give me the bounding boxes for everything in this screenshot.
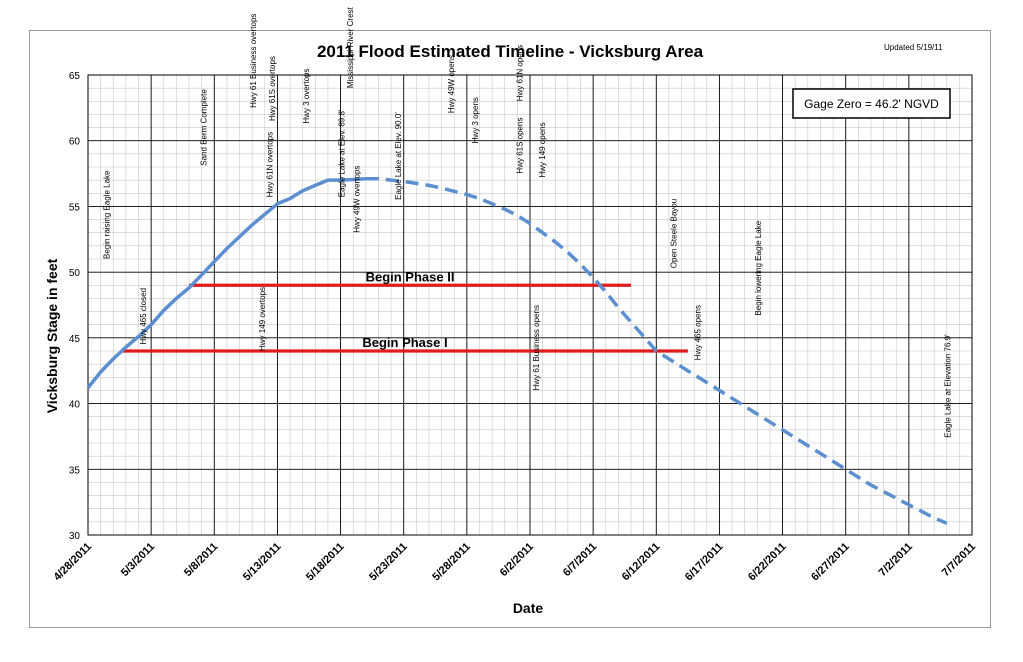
x-axis-label: Date	[513, 600, 544, 616]
event-annotation: Eagle Lake at Elev. 89.8'	[337, 109, 346, 197]
x-tick-labels: 4/28/2011 5/3/2011 5/8/2011 5/13/2011 5/18/2…	[51, 541, 978, 584]
x-tick-label: 5/28/2011	[430, 541, 473, 584]
x-tick-label: 6/22/2011	[746, 541, 789, 584]
y-tick-label: 30	[69, 531, 81, 542]
event-annotation: Hwy 61S opens	[515, 118, 524, 174]
event-annotation: Hwy 465 opens	[693, 305, 702, 360]
y-tick-label: 55	[69, 202, 81, 213]
y-tick-label: 50	[69, 268, 81, 279]
x-tick-label: 5/3/2011	[119, 541, 157, 579]
phase-label: Begin Phase I	[362, 335, 447, 350]
event-annotation: Begin raising Eagle Lake	[102, 170, 111, 259]
event-annotation: Hwy 3 overtops	[302, 68, 311, 123]
phase-lines: Begin Phase I Begin Phase II	[122, 269, 688, 353]
plot-border	[87, 74, 973, 536]
y-tick-label: 65	[69, 71, 81, 82]
event-annotation: Hwy 465 closed	[139, 288, 148, 344]
updated-date: Updated 5/19/11	[884, 43, 943, 52]
forecast-stage-line	[365, 177, 948, 525]
event-annotation: Hwy 3 opens	[471, 97, 480, 143]
x-tick-label: 5/8/2011	[182, 541, 220, 579]
y-axis-label: Vicksburg Stage in feet	[44, 258, 60, 413]
event-annotation: Hwy 149 overtops	[258, 287, 267, 351]
y-tick-label: 60	[69, 137, 81, 148]
x-tick-label: 5/13/2011	[241, 541, 284, 584]
event-annotation: Eagle Lake at Elevation 76.9'	[944, 334, 953, 438]
event-annotation: Begin lowering Eagle Lake	[754, 220, 763, 315]
event-annotation: Hwy 61 Business opens	[532, 305, 541, 390]
event-annotation: Hwy 61N opens	[515, 45, 524, 101]
y-tick-label: 35	[69, 465, 81, 476]
phase-label: Begin Phase II	[366, 269, 455, 284]
event-annotation: Hwy 49W opens	[447, 55, 456, 113]
event-annotation: Mississippi River Crest	[346, 6, 355, 88]
x-tick-label: 4/28/2011	[51, 541, 94, 584]
event-annotation: Hwy 149 opens	[538, 122, 547, 177]
gage-note-box: Gage Zero = 46.2' NGVD	[792, 88, 951, 119]
y-tick-label: 40	[69, 400, 81, 411]
event-annotation: Hwy 61 Business overtops	[249, 14, 258, 108]
event-annotation: Hwy 49W overtops	[353, 166, 362, 233]
gage-note: Gage Zero = 46.2' NGVD	[804, 97, 939, 111]
chart-title: 2011 Flood Estimated Timeline - Vicksbur…	[317, 42, 704, 61]
y-tick-labels: 30 35 40 45 50 55 60 65	[69, 71, 81, 542]
x-tick-label: 6/17/2011	[683, 541, 726, 584]
x-tick-label: 5/23/2011	[367, 541, 410, 584]
x-tick-label: 6/7/2011	[561, 541, 599, 579]
event-annotation: Sand Berm Complete	[200, 89, 209, 166]
y-tick-label: 45	[69, 334, 81, 345]
event-annotation: Hwy 61N overtops	[265, 132, 274, 197]
x-tick-label: 5/18/2011	[304, 541, 347, 584]
annotations: Begin raising Eagle Lake Hwy 465 closed Sa…	[102, 6, 952, 437]
event-annotation: Open Steele Bayou	[669, 199, 678, 268]
x-tick-label: 7/2/2011	[877, 541, 915, 579]
chart-frame	[29, 30, 991, 628]
event-annotation: Hwy 61S overtops	[268, 56, 277, 121]
x-tick-label: 6/2/2011	[498, 541, 536, 579]
x-tick-label: 6/12/2011	[620, 541, 663, 584]
x-tick-label: 7/7/2011	[940, 541, 978, 579]
observed-stage-line	[86, 177, 366, 389]
stage-series	[86, 177, 948, 525]
event-annotation: Eagle Lake at Elev. 90.0'	[394, 112, 403, 200]
x-tick-label: 6/27/2011	[809, 541, 852, 584]
